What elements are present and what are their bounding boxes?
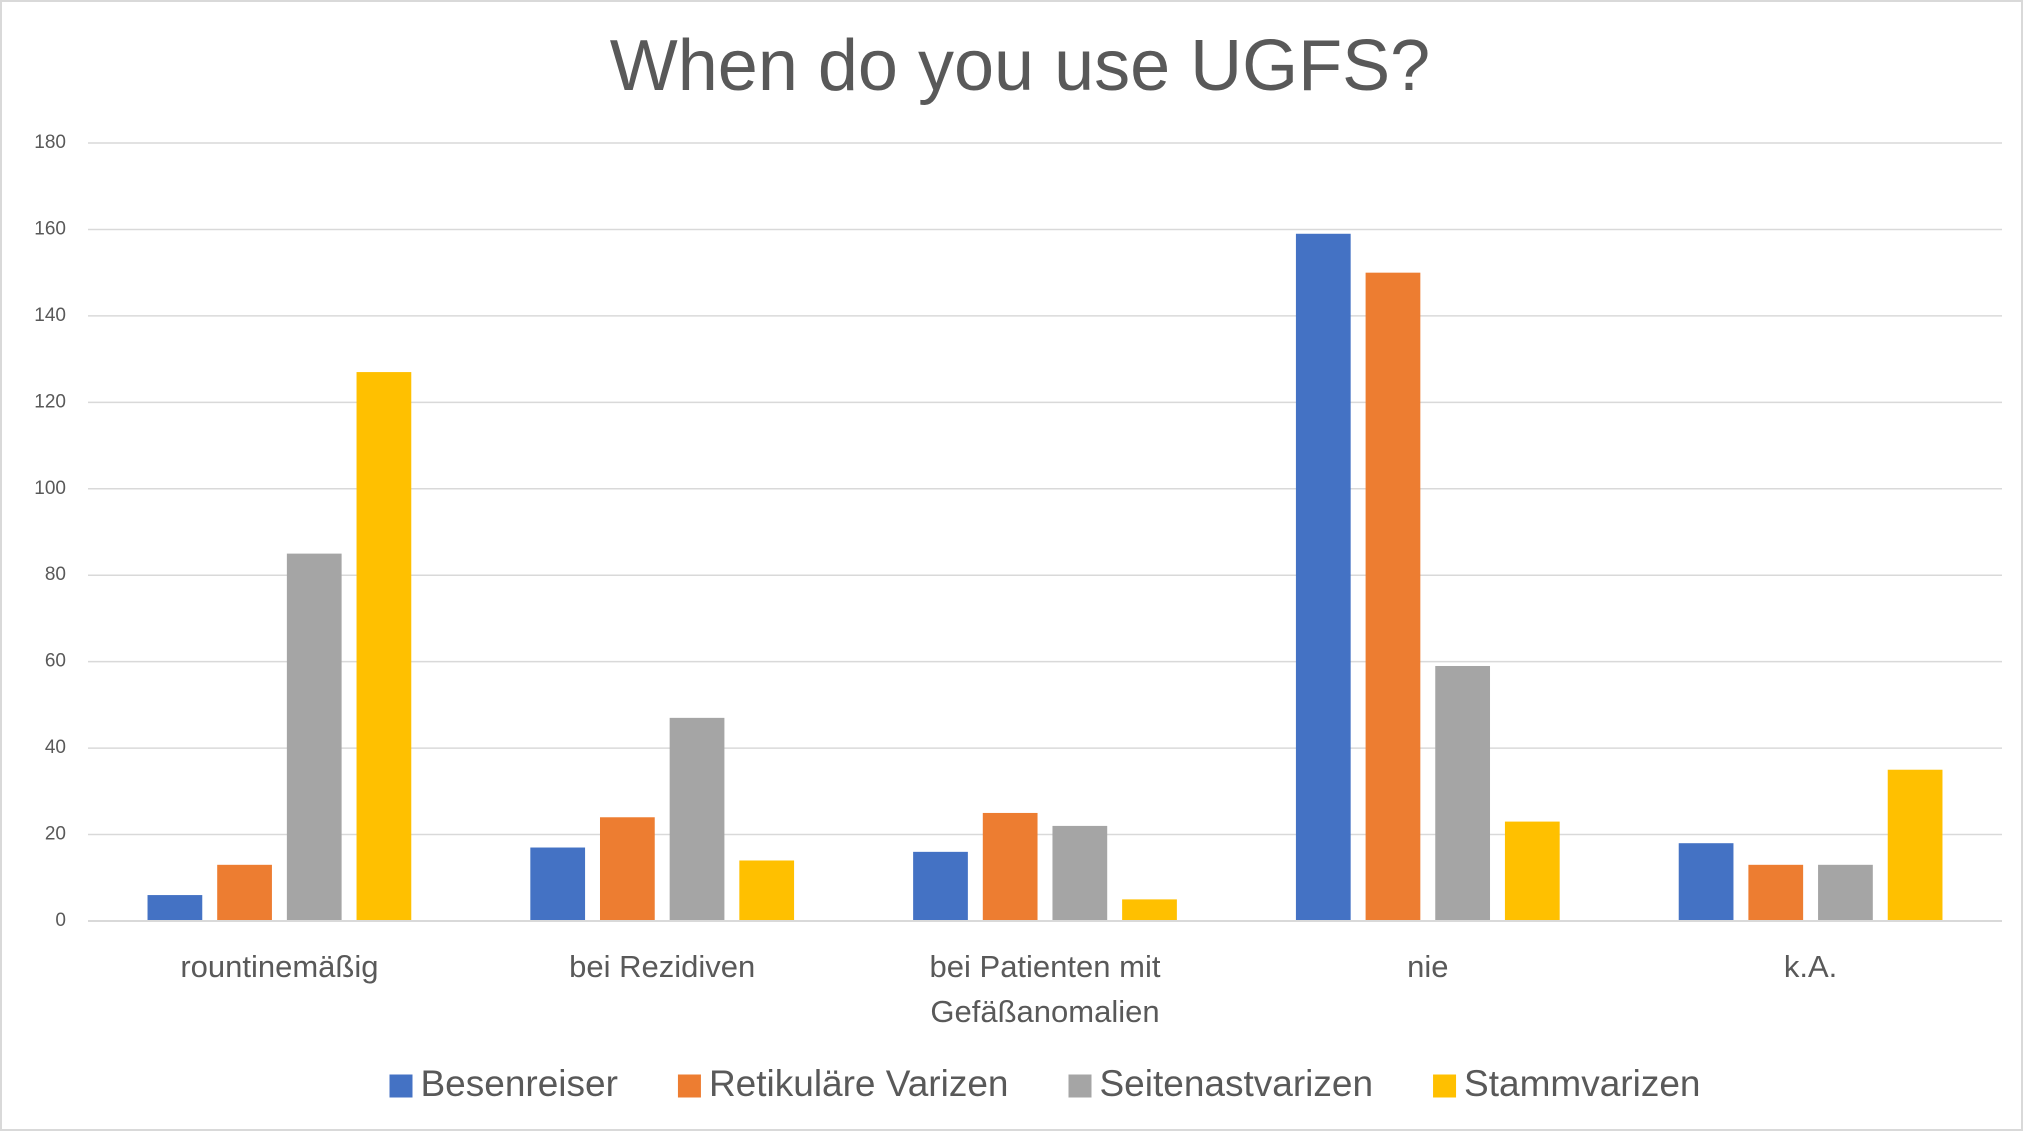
bar — [1748, 864, 1804, 921]
bar — [1122, 899, 1177, 921]
bar — [1052, 825, 1108, 921]
bar — [739, 860, 795, 921]
legend-label: Retikuläre Varizen — [709, 1063, 1009, 1104]
y-tick-label: 0 — [55, 910, 66, 931]
bar — [599, 817, 655, 921]
bar — [1504, 821, 1560, 921]
x-tick-label: rountinemäßig — [180, 949, 378, 984]
bar — [147, 895, 203, 921]
y-tick-label: 160 — [34, 218, 66, 239]
legend-label: Besenreiser — [421, 1063, 618, 1104]
bar — [1678, 843, 1734, 921]
legend-swatch — [1433, 1074, 1457, 1098]
legend-swatch — [677, 1074, 701, 1098]
legend: Besenreiser Retikuläre Varizen Seitenastva… — [389, 1063, 1701, 1104]
legend-swatch — [1068, 1074, 1092, 1098]
bar — [1818, 864, 1873, 921]
bar — [669, 717, 725, 921]
bar — [1295, 233, 1351, 921]
chart-title: When do you use UGFS? — [610, 26, 1430, 106]
y-tick-label: 180 — [34, 132, 66, 153]
bar — [286, 553, 342, 921]
bar — [1887, 769, 1943, 921]
bar — [530, 847, 586, 921]
legend-swatch — [389, 1074, 413, 1098]
x-tick-label: bei Patienten mit Gefäßanomalien — [930, 949, 1161, 1029]
bar — [1365, 272, 1421, 922]
y-tick-label: 20 — [45, 824, 66, 845]
y-tick-label: 120 — [34, 391, 66, 412]
bar — [356, 372, 412, 922]
legend-label: Stammvarizen — [1464, 1063, 1700, 1104]
y-tick-label: 80 — [45, 564, 66, 585]
x-tick-label: bei Rezidiven — [569, 949, 755, 984]
bar — [982, 812, 1038, 921]
x-tick-label: k.A. — [1784, 949, 1837, 984]
y-tick-label: 140 — [34, 305, 66, 326]
x-tick-label: nie — [1407, 949, 1448, 984]
legend-label: Seitenastvarizen — [1100, 1063, 1374, 1104]
y-tick-label: 100 — [34, 478, 66, 499]
bar — [217, 864, 272, 921]
bar — [913, 851, 968, 921]
y-tick-label: 60 — [45, 651, 66, 672]
bar — [1435, 665, 1491, 921]
y-tick-label: 40 — [45, 737, 66, 758]
